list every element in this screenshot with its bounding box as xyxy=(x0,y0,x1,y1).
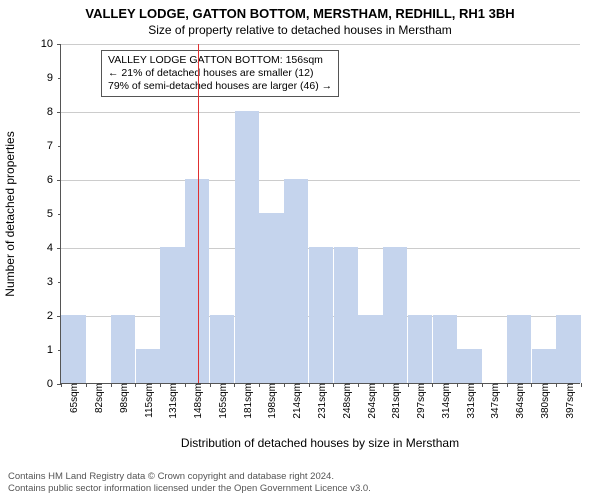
plot-area: VALLEY LODGE GATTON BOTTOM: 156sqm ← 21%… xyxy=(60,44,580,384)
ytick-mark xyxy=(57,248,61,249)
xtick-mark xyxy=(408,383,409,387)
xtick-mark xyxy=(457,383,458,387)
xtick-label: 115sqm xyxy=(144,383,155,418)
xtick-mark xyxy=(383,383,384,387)
ytick-label: 4 xyxy=(33,242,53,254)
gridline xyxy=(61,180,580,181)
histogram-bar xyxy=(408,315,432,383)
xtick-mark xyxy=(284,383,285,387)
xtick-label: 98sqm xyxy=(119,383,130,413)
x-axis-label: Distribution of detached houses by size … xyxy=(60,436,580,450)
ytick-label: 6 xyxy=(33,174,53,186)
xtick-label: 248sqm xyxy=(342,383,353,419)
xtick-label: 397sqm xyxy=(565,383,576,419)
xtick-label: 347sqm xyxy=(490,383,501,419)
footer-attribution: Contains HM Land Registry data © Crown c… xyxy=(8,471,371,494)
histogram-bar xyxy=(433,315,457,383)
histogram-bar xyxy=(309,247,333,383)
histogram-bar xyxy=(259,213,283,383)
xtick-mark xyxy=(259,383,260,387)
xtick-mark xyxy=(111,383,112,387)
histogram-bar xyxy=(111,315,135,383)
histogram-bar xyxy=(556,315,580,383)
footer-line2: Contains public sector information licen… xyxy=(8,483,371,494)
xtick-mark xyxy=(333,383,334,387)
xtick-mark xyxy=(581,383,582,387)
histogram-bar xyxy=(334,247,358,383)
xtick-mark xyxy=(358,383,359,387)
histogram-bar xyxy=(160,247,184,383)
xtick-mark xyxy=(309,383,310,387)
ytick-mark xyxy=(57,180,61,181)
ytick-minor xyxy=(58,214,61,215)
ytick-minor-label: 9 xyxy=(33,72,53,84)
gridline xyxy=(61,112,580,113)
xtick-mark xyxy=(507,383,508,387)
ytick-minor-label: 7 xyxy=(33,140,53,152)
xtick-label: 364sqm xyxy=(515,383,526,419)
xtick-label: 148sqm xyxy=(193,383,204,419)
ytick-minor-label: 3 xyxy=(33,276,53,288)
ytick-minor-label: 5 xyxy=(33,208,53,220)
xtick-mark xyxy=(234,383,235,387)
ytick-minor xyxy=(58,282,61,283)
xtick-label: 231sqm xyxy=(317,383,328,419)
xtick-label: 331sqm xyxy=(466,383,477,419)
histogram-bar xyxy=(507,315,531,383)
xtick-mark xyxy=(432,383,433,387)
xtick-mark xyxy=(556,383,557,387)
y-axis-label: Number of detached properties xyxy=(3,131,17,296)
xtick-label: 314sqm xyxy=(441,383,452,419)
histogram-bar xyxy=(457,349,481,383)
histogram-bar xyxy=(61,315,85,383)
xtick-mark xyxy=(86,383,87,387)
histogram-bar xyxy=(210,315,234,383)
histogram-bar xyxy=(532,349,556,383)
xtick-label: 131sqm xyxy=(168,383,179,419)
xtick-label: 82sqm xyxy=(94,383,105,413)
xtick-label: 181sqm xyxy=(243,383,254,419)
xtick-label: 65sqm xyxy=(69,383,80,413)
ytick-mark xyxy=(57,112,61,113)
histogram-bar xyxy=(358,315,382,383)
ytick-minor xyxy=(58,146,61,147)
ytick-label: 0 xyxy=(33,378,53,390)
xtick-mark xyxy=(531,383,532,387)
xtick-mark xyxy=(482,383,483,387)
ytick-label: 2 xyxy=(33,310,53,322)
xtick-mark xyxy=(185,383,186,387)
footer-line1: Contains HM Land Registry data © Crown c… xyxy=(8,471,371,482)
chart-title-address: VALLEY LODGE, GATTON BOTTOM, MERSTHAM, R… xyxy=(0,0,600,21)
ytick-label: 8 xyxy=(33,106,53,118)
annotation-line1: VALLEY LODGE GATTON BOTTOM: 156sqm xyxy=(108,54,332,67)
annotation-line3: 79% of semi-detached houses are larger (… xyxy=(108,80,332,93)
chart-container: VALLEY LODGE, GATTON BOTTOM, MERSTHAM, R… xyxy=(0,0,600,500)
xtick-mark xyxy=(135,383,136,387)
histogram-bar xyxy=(284,179,308,383)
annotation-line2: ← 21% of detached houses are smaller (12… xyxy=(108,67,332,80)
ytick-minor-label: 1 xyxy=(33,344,53,356)
xtick-mark xyxy=(61,383,62,387)
xtick-mark xyxy=(160,383,161,387)
histogram-bar xyxy=(235,111,259,383)
xtick-label: 214sqm xyxy=(292,383,303,419)
xtick-label: 297sqm xyxy=(416,383,427,419)
xtick-label: 264sqm xyxy=(367,383,378,419)
xtick-label: 165sqm xyxy=(218,383,229,419)
xtick-label: 281sqm xyxy=(391,383,402,419)
annotation-box: VALLEY LODGE GATTON BOTTOM: 156sqm ← 21%… xyxy=(101,50,339,97)
histogram-bar xyxy=(383,247,407,383)
ytick-minor xyxy=(58,78,61,79)
histogram-bar xyxy=(136,349,160,383)
gridline xyxy=(61,44,580,45)
reference-line xyxy=(198,44,199,383)
xtick-label: 380sqm xyxy=(540,383,551,419)
chart-subtitle: Size of property relative to detached ho… xyxy=(0,21,600,37)
xtick-label: 198sqm xyxy=(267,383,278,419)
ytick-label: 10 xyxy=(33,38,53,50)
xtick-mark xyxy=(210,383,211,387)
ytick-mark xyxy=(57,44,61,45)
